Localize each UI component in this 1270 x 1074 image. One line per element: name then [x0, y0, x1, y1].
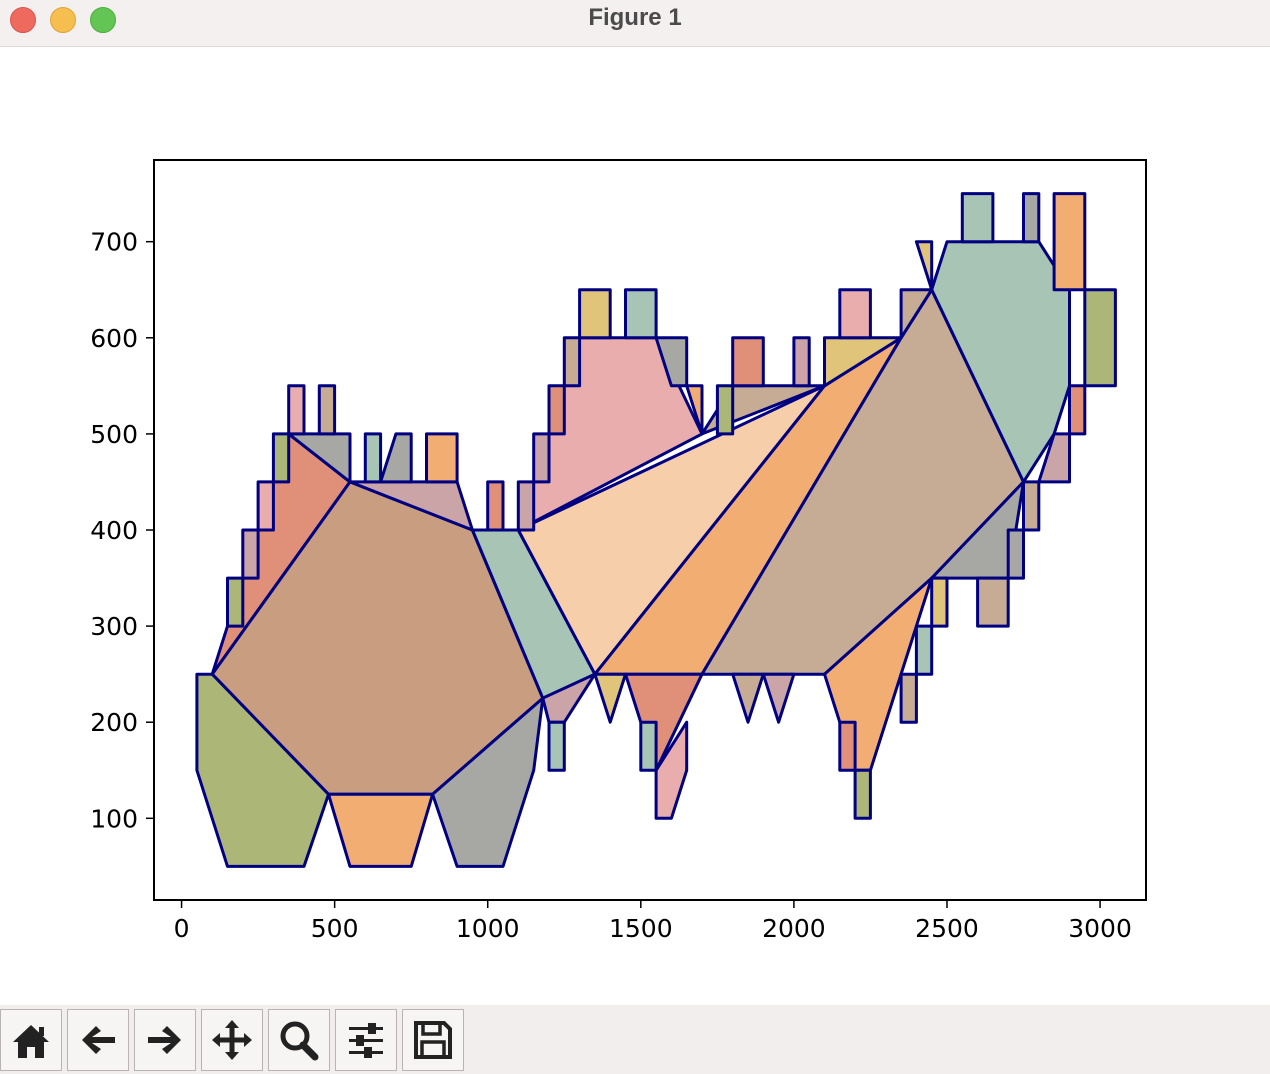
polygon-58 [976, 576, 1010, 628]
y-tick-label: 100 [90, 804, 138, 833]
x-tick-label: 0 [174, 914, 190, 943]
y-tick-label: 300 [90, 612, 138, 641]
polygon-29 [287, 384, 306, 436]
y-tick-label: 400 [90, 516, 138, 545]
figure-canvas[interactable]: 0 500 1000 1500 2000 2500 3000 100 200 300 400 500… [0, 47, 1270, 1005]
polygon-layer [195, 192, 1117, 868]
move-icon [212, 1020, 252, 1060]
polygon-22 [761, 672, 796, 724]
magnifier-icon [280, 1021, 319, 1061]
polygon-27 [256, 480, 275, 532]
polygon-4 [431, 696, 545, 868]
y-tick-label: 600 [90, 324, 138, 353]
polygon-39 [578, 288, 612, 340]
y-tick-label: 200 [90, 708, 138, 737]
polygon-61 [899, 672, 918, 724]
forward-button[interactable] [134, 1009, 196, 1071]
y-tick-label: 700 [90, 228, 138, 257]
window-title: Figure 1 [588, 4, 682, 31]
maximize-window-button[interactable] [90, 7, 116, 33]
arrow-right-icon [148, 1026, 181, 1054]
polygon-49 [914, 240, 934, 292]
polygon-33 [425, 432, 459, 484]
y-tick-label: 500 [90, 420, 138, 449]
save-button[interactable] [402, 1009, 464, 1071]
polygon-55 [1037, 432, 1071, 484]
polygon-62 [838, 720, 857, 772]
arrow-left-icon [82, 1026, 115, 1054]
polygon-30 [317, 384, 337, 436]
polygon-60 [914, 624, 934, 676]
polygon-3 [327, 792, 435, 868]
polygon-50 [960, 192, 995, 244]
polygon-53 [1083, 288, 1117, 388]
close-window-button[interactable] [10, 7, 36, 33]
sliders-icon [349, 1023, 383, 1058]
polygon-43 [715, 384, 735, 436]
polygon-51 [1022, 192, 1041, 244]
polygon-32 [379, 432, 413, 484]
polygon-18 [547, 720, 566, 772]
polygon-40 [624, 288, 658, 340]
polygon-2 [195, 672, 330, 868]
polygon-36 [532, 432, 551, 484]
polygon-44 [731, 336, 765, 388]
polygon-21 [731, 672, 765, 724]
navigation-toolbar [0, 1005, 1270, 1074]
x-tick-label: 1000 [456, 914, 520, 943]
polygon-20 [593, 672, 627, 724]
y-axis: 100 200 300 400 500 600 700 [90, 228, 154, 833]
polygon-56 [1022, 480, 1041, 532]
home-icon [13, 1025, 49, 1058]
polygon-59 [930, 576, 949, 628]
polygon-37 [547, 384, 566, 436]
polygon-45 [792, 336, 811, 388]
polygon-28 [271, 432, 291, 484]
floppy-disk-icon [414, 1021, 452, 1059]
zoom-button[interactable] [268, 1009, 330, 1071]
x-tick-label: 3000 [1068, 914, 1132, 943]
x-tick-label: 1500 [609, 914, 673, 943]
polygon-25 [226, 576, 245, 628]
polygon-19 [654, 720, 689, 820]
pan-button[interactable] [201, 1009, 263, 1071]
polygon-26 [241, 528, 260, 580]
configure-subplots-button[interactable] [335, 1009, 397, 1071]
polygon-31 [363, 432, 383, 484]
x-tick-label: 2000 [762, 914, 826, 943]
chart[interactable]: 0 500 1000 1500 2000 2500 3000 100 200 300 400 500… [0, 47, 1270, 1005]
polygon-52 [1052, 192, 1087, 292]
back-button[interactable] [67, 1009, 129, 1071]
polygon-35 [516, 480, 536, 532]
minimize-window-button[interactable] [50, 7, 76, 33]
polygon-63 [639, 720, 658, 772]
polygon-42 [685, 384, 704, 436]
polygon-34 [486, 480, 505, 532]
polygon-47 [838, 288, 872, 340]
polygon-54 [1068, 384, 1087, 436]
x-tick-label: 2500 [915, 914, 979, 943]
polygon-57 [1006, 528, 1025, 580]
polygon-38 [562, 336, 582, 388]
polygon-48 [899, 288, 934, 340]
home-button[interactable] [0, 1009, 62, 1071]
x-tick-label: 500 [311, 914, 359, 943]
title-bar: Figure 1 [0, 0, 1270, 47]
polygon-23 [853, 768, 872, 820]
x-axis: 0 500 1000 1500 2000 2500 3000 [174, 900, 1132, 943]
